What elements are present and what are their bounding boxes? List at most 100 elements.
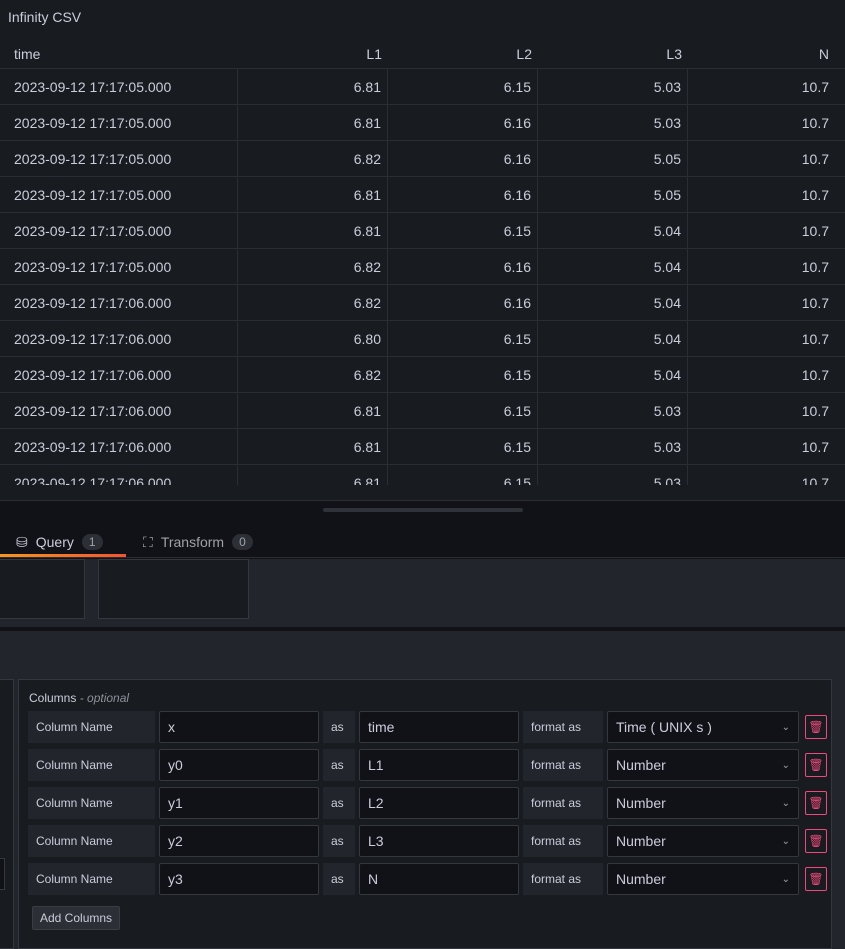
format-as-label: format as: [523, 787, 603, 819]
table-cell: 10.7: [801, 402, 829, 419]
table-cell: 6.81: [238, 213, 388, 248]
table-cell: 6.81: [238, 393, 388, 428]
tab-transform[interactable]: ⛶ Transform 0: [143, 526, 253, 558]
table-cell: 10.7: [801, 438, 829, 455]
format-as-label: format as: [523, 749, 603, 781]
delete-column-button[interactable]: 🗑: [805, 715, 827, 739]
panel-title: Infinity CSV: [8, 9, 82, 25]
table-cell: 5.05: [538, 141, 688, 176]
delete-column-button[interactable]: 🗑: [805, 791, 827, 815]
table-cell: 2023-09-12 17:17:05.000: [0, 213, 238, 248]
table-cell: 5.04: [538, 213, 688, 248]
header-l3[interactable]: L3: [666, 46, 682, 62]
editor-tabs: ⛁ Query 1 ⛶ Transform 0: [0, 526, 845, 558]
pane-resize-handle[interactable]: [323, 508, 523, 512]
table-cell: 6.15: [388, 357, 538, 392]
table-row: 2023-09-12 17:17:05.000 6.82 6.16 5.05 10.7: [0, 141, 845, 177]
column-selector-input[interactable]: y0: [159, 749, 319, 781]
format-select[interactable]: Number ⌄: [607, 749, 799, 781]
column-row: Column Name x as time format as Time ( U…: [28, 711, 827, 743]
as-label: as: [323, 863, 355, 895]
side-section: [0, 679, 14, 949]
table-cell: 2023-09-12 17:17:06.000: [0, 357, 238, 392]
column-selector-input[interactable]: y2: [159, 825, 319, 857]
column-name-label: Column Name: [28, 787, 155, 819]
as-label: as: [323, 749, 355, 781]
table-cell: 5.03: [538, 429, 688, 464]
table-cell: 5.05: [538, 177, 688, 212]
table-cell: 10.7: [801, 258, 829, 275]
column-row: Column Name y2 as L3 format as Number ⌄ 🗑: [28, 825, 827, 857]
as-label: as: [323, 711, 355, 743]
format-as-label: format as: [523, 863, 603, 895]
trash-icon: 🗑: [808, 720, 824, 734]
column-alias-input[interactable]: L1: [359, 749, 519, 781]
header-l2[interactable]: L2: [516, 46, 532, 62]
tab-query[interactable]: ⛁ Query 1: [16, 526, 103, 558]
as-label: as: [323, 787, 355, 819]
table-cell: 5.04: [538, 249, 688, 284]
table-cell: 5.03: [538, 465, 688, 485]
column-row: Column Name y0 as L1 format as Number ⌄ 🗑: [28, 749, 827, 781]
side-input[interactable]: [0, 858, 5, 890]
table-row: 2023-09-12 17:17:06.000 6.81 6.15 5.03 10.7: [0, 393, 845, 429]
column-row: Column Name y1 as L2 format as Number ⌄ 🗑: [28, 787, 827, 819]
as-label: as: [323, 825, 355, 857]
format-as-label: format as: [523, 825, 603, 857]
table-cell: 6.82: [238, 141, 388, 176]
column-name-label: Column Name: [28, 711, 155, 743]
tab-count: 1: [81, 534, 103, 550]
chevron-down-icon: ⌄: [781, 721, 790, 733]
table-cell: 6.15: [388, 321, 538, 356]
table-row: 2023-09-12 17:17:05.000 6.81 6.16 5.03 10.7: [0, 105, 845, 141]
table-row: 2023-09-12 17:17:05.000 6.81 6.16 5.05 10.7: [0, 177, 845, 213]
delete-column-button[interactable]: 🗑: [805, 753, 827, 777]
format-select[interactable]: Number ⌄: [607, 825, 799, 857]
tab-count: 0: [232, 534, 253, 550]
format-select[interactable]: Number ⌄: [607, 787, 799, 819]
table-cell: 5.03: [538, 69, 688, 104]
table-cell: 6.81: [238, 429, 388, 464]
table-row: 2023-09-12 17:17:05.000 6.81 6.15 5.04 10.7: [0, 213, 845, 249]
table-cell: 2023-09-12 17:17:05.000: [0, 177, 238, 212]
trash-icon: 🗑: [808, 758, 824, 772]
format-select[interactable]: Number ⌄: [607, 863, 799, 895]
table-cell: 5.04: [538, 357, 688, 392]
table-cell: 10.7: [801, 186, 829, 203]
format-select[interactable]: Time ( UNIX s ) ⌄: [607, 711, 799, 743]
table-cell: 6.16: [388, 105, 538, 140]
column-name-label: Column Name: [28, 749, 155, 781]
delete-column-button[interactable]: 🗑: [805, 829, 827, 853]
table-cell: 6.81: [238, 105, 388, 140]
chevron-down-icon: ⌄: [781, 873, 790, 885]
add-columns-button[interactable]: Add Columns: [32, 906, 121, 930]
column-selector-input[interactable]: x: [159, 711, 319, 743]
columns-title: Columns - optional: [29, 691, 130, 705]
table-cell: 6.16: [388, 285, 538, 320]
table-cell: 10.7: [801, 330, 829, 347]
query-option-box: [0, 559, 85, 619]
table-cell: 6.81: [238, 465, 388, 485]
column-selector-input[interactable]: y3: [159, 863, 319, 895]
column-alias-input[interactable]: N: [359, 863, 519, 895]
column-alias-input[interactable]: L2: [359, 787, 519, 819]
column-alias-input[interactable]: L3: [359, 825, 519, 857]
table-cell: 10.7: [801, 294, 829, 311]
table-cell: 10.7: [801, 114, 829, 131]
table-cell: 6.15: [388, 465, 538, 485]
columns-section: Columns - optional Column Name x as time…: [18, 679, 832, 949]
delete-column-button[interactable]: 🗑: [805, 867, 827, 891]
table-row: 2023-09-12 17:17:06.000 6.80 6.15 5.04 10.7: [0, 321, 845, 357]
header-time[interactable]: time: [14, 46, 41, 62]
trash-icon: 🗑: [808, 872, 824, 886]
header-l1[interactable]: L1: [366, 46, 382, 62]
tab-label: Query: [35, 534, 74, 550]
header-n[interactable]: N: [818, 46, 829, 62]
column-selector-input[interactable]: y1: [159, 787, 319, 819]
table-row: 2023-09-12 17:17:06.000 6.82 6.16 5.04 10.7: [0, 285, 845, 321]
chevron-down-icon: ⌄: [781, 835, 790, 847]
query-option-box: [98, 559, 249, 619]
table-cell: 10.7: [801, 474, 829, 486]
column-alias-input[interactable]: time: [359, 711, 519, 743]
table-panel: Infinity CSV time L1 L2 L3 N 2023-09-12 …: [0, 9, 845, 501]
